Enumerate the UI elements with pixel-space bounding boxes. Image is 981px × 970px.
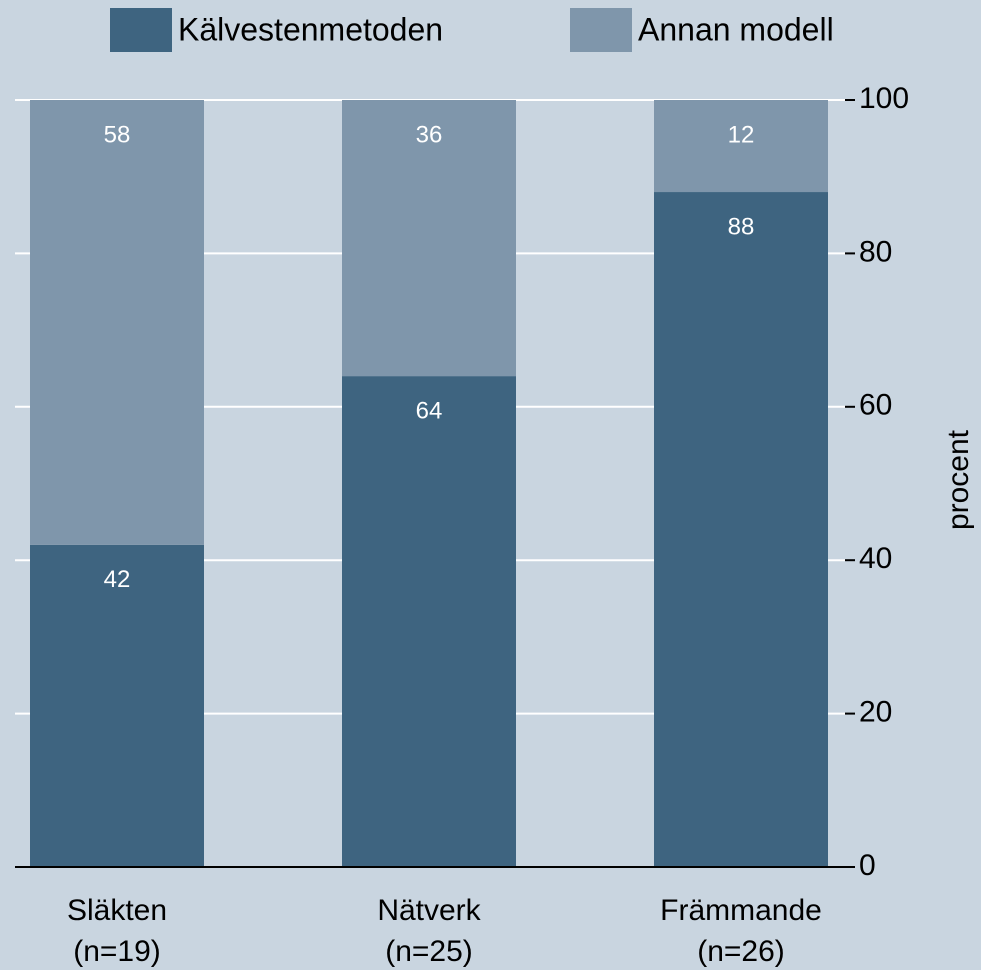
bar-segment bbox=[654, 192, 828, 868]
y-tick-label: 100 bbox=[859, 82, 909, 115]
y-tick-label: 0 bbox=[859, 849, 876, 882]
legend-swatch bbox=[110, 8, 172, 52]
bar-segment bbox=[342, 376, 516, 867]
y-tick-label: 80 bbox=[859, 235, 892, 268]
x-tick-label: Nätverk bbox=[377, 894, 481, 927]
bar-segment bbox=[30, 100, 204, 545]
value-label: 36 bbox=[416, 121, 443, 148]
value-label: 64 bbox=[416, 397, 443, 424]
x-tick-sublabel: (n=19) bbox=[73, 935, 161, 968]
legend-swatch bbox=[570, 8, 632, 52]
legend-label: Kälvestenmetoden bbox=[178, 11, 443, 47]
x-tick-sublabel: (n=25) bbox=[385, 935, 473, 968]
bar-segment bbox=[654, 100, 828, 193]
bar-segment bbox=[342, 100, 516, 377]
x-tick-label: Främmande bbox=[660, 894, 822, 927]
bar-segment bbox=[30, 544, 204, 867]
value-label: 42 bbox=[104, 566, 131, 593]
value-label: 12 bbox=[728, 121, 755, 148]
value-label: 88 bbox=[728, 213, 755, 240]
value-label: 58 bbox=[104, 121, 131, 148]
x-tick-label: Släkten bbox=[67, 894, 167, 927]
y-tick-label: 40 bbox=[859, 542, 892, 575]
y-axis-title: procent bbox=[942, 429, 975, 530]
x-tick-sublabel: (n=26) bbox=[697, 935, 785, 968]
y-tick-label: 60 bbox=[859, 389, 892, 422]
legend-label: Annan modell bbox=[638, 11, 834, 47]
y-tick-label: 20 bbox=[859, 696, 892, 729]
